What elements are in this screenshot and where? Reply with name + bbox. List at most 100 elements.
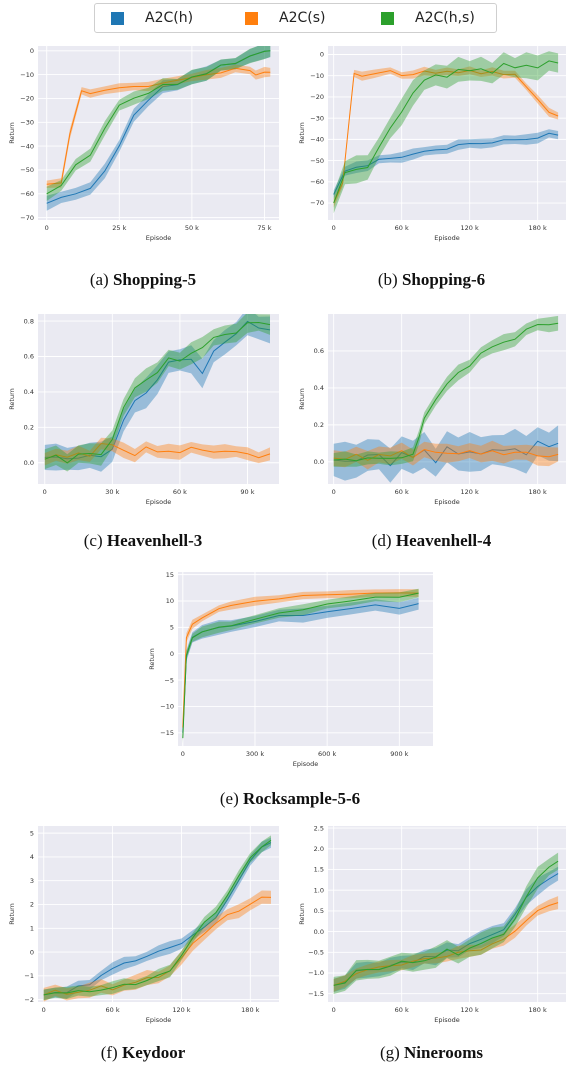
caption-f-prefix: (f)	[100, 1043, 118, 1062]
y-tick-label: 0.0	[314, 928, 324, 936]
line-s	[43, 896, 272, 996]
x-tick-label: 0	[42, 1006, 46, 1014]
line-h	[44, 320, 271, 460]
chart-shopping-6: 0 60 k 120 k 180 k −70 −60 −50 −40 −30 −20 −10 0 Epi…	[290, 40, 573, 250]
y-tick-label: 0.2	[24, 424, 34, 432]
caption-b-prefix: (b)	[377, 270, 398, 289]
legend-label-s: A2C(s)	[279, 10, 326, 26]
x-tick-label: 0	[181, 750, 185, 758]
caption-b: (b) Shopping-6	[290, 270, 573, 290]
caption-d-title: Heavenhell-4	[395, 531, 492, 550]
caption-g-prefix: (g)	[379, 1043, 400, 1062]
y-tick-label: 4	[30, 853, 34, 861]
x-tick-label: 60 k	[395, 224, 409, 232]
x-tick-label: 600 k	[318, 750, 336, 758]
y-tick-label: −10	[160, 703, 174, 711]
caption-e: (e) Rocksample-5-6	[100, 789, 480, 809]
chart-shopping-5: 0 25 k 50 k 75 k −70 −60 −50 −40 −30 −20 −10 0 Episo…	[0, 40, 286, 250]
x-tick-label: 25 k	[112, 224, 126, 232]
caption-a: (a) Shopping-5	[0, 270, 286, 290]
y-tick-label: 1.0	[314, 886, 324, 894]
y-tick-label: 0	[30, 47, 34, 55]
caption-f-title: Keydoor	[121, 1043, 186, 1062]
x-tick-label: 75 k	[257, 224, 271, 232]
y-tick-label: 0.6	[314, 347, 324, 355]
band-h	[333, 866, 559, 992]
caption-c-title: Heavenhell-3	[106, 531, 203, 550]
x-tick-label: 60 k	[395, 488, 409, 496]
caption-g: (g) Ninerooms	[290, 1043, 573, 1063]
y-axis-label: Return	[298, 388, 306, 410]
y-axis-label: Return	[298, 903, 306, 925]
series-group	[44, 314, 271, 472]
plot-area	[38, 826, 279, 1002]
caption-g-title: Ninerooms	[404, 1043, 484, 1062]
y-tick-label: 3	[30, 877, 34, 885]
band-h	[333, 425, 559, 483]
y-axis-label: Return	[148, 648, 156, 670]
x-tick-label: 120 k	[172, 1006, 190, 1014]
line-h	[43, 842, 272, 996]
x-tick-label: 90 k	[240, 488, 254, 496]
y-tick-label: −15	[160, 729, 174, 737]
line-hs	[333, 322, 559, 462]
x-tick-label: 180 k	[529, 488, 547, 496]
caption-d: (d) Heavenhell-4	[290, 531, 573, 551]
legend-swatch-hs	[381, 12, 394, 25]
caption-a-prefix: (a)	[89, 270, 109, 289]
x-tick-label: 300 k	[246, 750, 264, 758]
caption-b-title: Shopping-6	[401, 270, 486, 289]
y-tick-label: −60	[310, 178, 324, 186]
y-tick-label: −20	[20, 95, 34, 103]
x-tick-label: 180 k	[529, 224, 547, 232]
line-s	[182, 592, 419, 728]
series-group	[182, 588, 419, 744]
y-tick-label: −10	[20, 71, 34, 79]
y-tick-label: −40	[20, 142, 34, 150]
x-axis-label: Episode	[146, 234, 172, 242]
series-group	[46, 46, 271, 211]
caption-c-prefix: (c)	[83, 531, 103, 550]
x-tick-label: 180 k	[241, 1006, 259, 1014]
y-axis-label: Return	[298, 122, 306, 144]
y-tick-label: 10	[166, 597, 174, 605]
y-tick-label: −30	[20, 118, 34, 126]
band-hs	[46, 46, 271, 201]
y-tick-label: −1	[24, 972, 34, 980]
y-tick-label: −60	[20, 190, 34, 198]
x-axis-label: Episode	[434, 234, 460, 242]
legend-label-hs: A2C(h,s)	[415, 10, 475, 26]
chart-heavenhell-3: 0 30 k 60 k 90 k 0.0 0.2 0.4 0.6 0.8 Episode Retur…	[0, 308, 286, 514]
y-tick-label: 1.5	[314, 866, 324, 874]
y-tick-label: −30	[310, 114, 324, 122]
x-tick-label: 120 k	[461, 488, 479, 496]
caption-a-title: Shopping-5	[112, 270, 197, 289]
chart-svg-d: 0 60 k 120 k 180 k 0.0 0.2 0.4 0.6 Episode Return	[298, 314, 566, 506]
y-tick-label: 2	[30, 901, 34, 909]
y-tick-label: −70	[310, 199, 324, 207]
y-tick-label: 0	[320, 51, 324, 59]
y-tick-label: −0.5	[308, 949, 324, 957]
x-tick-label: 120 k	[461, 1006, 479, 1014]
line-hs	[182, 592, 419, 739]
x-tick-label: 0	[43, 488, 47, 496]
line-hs	[44, 321, 271, 464]
y-axis-label: Return	[8, 122, 16, 144]
y-tick-label: −50	[310, 157, 324, 165]
y-axis-label: Return	[8, 388, 16, 410]
y-tick-label: 0.0	[24, 459, 34, 467]
chart-svg-e: 0 300 k 600 k 900 k −15 −10 −5 0 5 10 15 Episode Ret…	[148, 571, 433, 768]
band-hs	[333, 315, 559, 467]
y-tick-label: 0	[30, 948, 34, 956]
series-group	[333, 315, 559, 483]
line-h	[333, 440, 559, 467]
y-tick-label: −10	[310, 72, 324, 80]
caption-d-prefix: (d)	[371, 531, 392, 550]
y-tick-label: 0.4	[24, 388, 34, 396]
x-tick-label: 0	[332, 1006, 336, 1014]
x-axis-label: Episode	[434, 498, 460, 506]
caption-e-prefix: (e)	[219, 789, 239, 808]
line-hs	[333, 60, 559, 204]
chart-svg-b: 0 60 k 120 k 180 k −70 −60 −50 −40 −30 −20 −10 0 Epi…	[298, 46, 566, 242]
band-h	[333, 129, 559, 199]
